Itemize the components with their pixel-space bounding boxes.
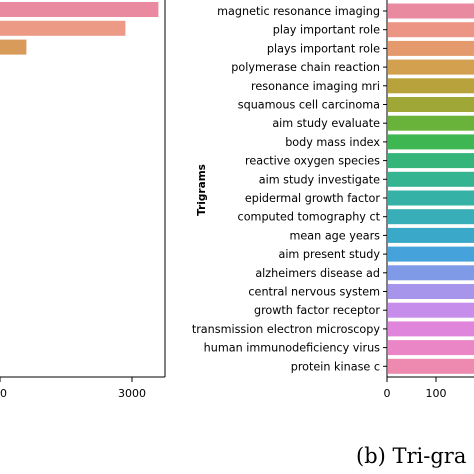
trigram-bar: [388, 59, 474, 75]
trigram-bar: [388, 209, 474, 225]
trigram-bar: [388, 153, 474, 169]
trigram-label: human immunodeficiency virus: [204, 342, 381, 355]
subfigure-caption: (b) Tri-gra: [356, 444, 466, 468]
left-chart-panel: 00 3000: [0, 0, 166, 400]
trigram-bar: [388, 115, 474, 131]
trigram-bar: [388, 78, 474, 94]
trigram-bar: [388, 227, 474, 243]
trigram-label: magnetic resonance imaging: [217, 5, 380, 18]
trigram-label: central nervous system: [248, 286, 380, 299]
trigram-bar: [388, 302, 474, 318]
trigram-bar: [388, 40, 474, 56]
trigram-label: reactive oxygen species: [245, 155, 380, 168]
trigram-bar: [388, 190, 474, 206]
left-x-tick-label: 00: [0, 387, 7, 400]
left-bar: [0, 20, 126, 36]
trigram-bar: [388, 97, 474, 112]
right-x-tick-label: 100: [426, 387, 447, 400]
trigram-label: resonance imaging mri: [251, 80, 380, 93]
trigram-label: aim present study: [278, 248, 380, 261]
trigram-bar: [388, 284, 474, 299]
trigram-label: protein kinase c: [291, 360, 380, 373]
trigram-bar: [388, 265, 474, 281]
right-chart-panel: magnetic resonance imaging play important…: [192, 0, 474, 400]
trigram-label: alzheimers disease ad: [255, 267, 380, 280]
trigram-label: plays important role: [267, 42, 380, 55]
trigram-bar: [388, 134, 474, 150]
trigram-bar: [388, 340, 474, 356]
trigram-label: body mass index: [285, 136, 380, 149]
left-bar: [0, 2, 159, 17]
trigram-label: epidermal growth factor: [245, 192, 381, 205]
trigram-label: aim study evaluate: [272, 117, 380, 130]
trigram-bar: [388, 22, 474, 38]
trigram-label: polymerase chain reaction: [231, 61, 380, 74]
trigram-bar: [388, 321, 474, 337]
trigram-bar: [388, 358, 474, 374]
left-x-tick-label: 3000: [118, 387, 146, 400]
trigram-bar: [388, 3, 474, 19]
trigram-label: play important role: [273, 24, 380, 37]
trigram-label: squamous cell carcinoma: [238, 99, 380, 112]
right-x-tick-label: 0: [384, 387, 391, 400]
trigram-bar: [388, 171, 474, 187]
left-bar: [0, 39, 27, 55]
trigram-label: growth factor receptor: [254, 304, 380, 317]
trigram-label: aim study investigate: [259, 173, 380, 186]
trigram-bar: [388, 246, 474, 262]
y-axis-label: Trigrams: [196, 164, 208, 216]
trigram-label: computed tomography ct: [238, 211, 381, 224]
trigram-label: transmission electron microscopy: [192, 323, 381, 336]
trigram-label: mean age years: [290, 229, 381, 242]
